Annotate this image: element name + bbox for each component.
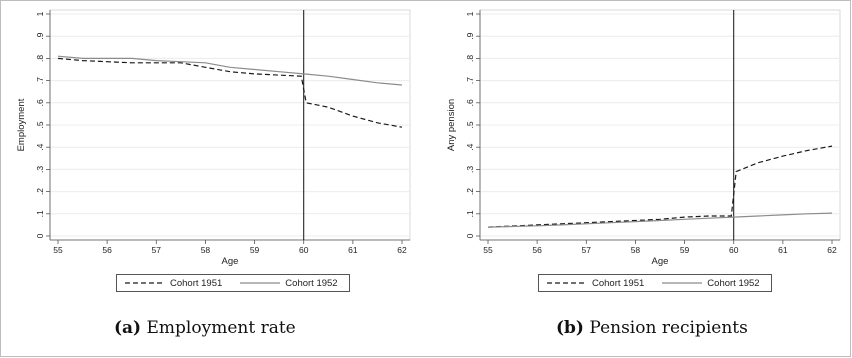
caption-b-text: Pension recipients xyxy=(589,318,748,338)
legend-label-cohort-1952: Cohort 1952 xyxy=(285,277,338,289)
legend-label-cohort-1952: Cohort 1952 xyxy=(707,277,760,289)
caption-a: (a) Employment rate xyxy=(114,318,296,338)
y-tick-label: .6 xyxy=(35,99,45,106)
y-tick-label: .2 xyxy=(465,188,475,195)
solid-line-swatch xyxy=(240,282,281,284)
x-tick-label: 62 xyxy=(827,245,837,255)
y-tick-label: .1 xyxy=(465,210,475,217)
panel-pension: 0 .1 .2 .3 .4 .5 .6 .7 .8 .9 1 55 56 57 58 59 60 61 62 Age A… xyxy=(430,0,850,300)
x-tick-label: 59 xyxy=(250,245,260,255)
y-tick-label: .9 xyxy=(35,32,45,39)
caption-b-tag: (b) xyxy=(556,318,584,338)
solid-line-swatch xyxy=(662,282,703,284)
series-line-cohort-1952 xyxy=(487,212,833,228)
legend-pension: Cohort 1951 Cohort 1952 xyxy=(538,274,772,292)
y-tick-label: .9 xyxy=(465,32,475,39)
legend-item-cohort-1951: Cohort 1951 xyxy=(547,278,644,289)
legend-label-cohort-1951: Cohort 1951 xyxy=(592,277,645,289)
dashed-line-swatch xyxy=(547,282,587,284)
y-axis-label: Employment xyxy=(16,98,27,151)
y-tick-label: .5 xyxy=(465,121,475,128)
legend-item-cohort-1952: Cohort 1952 xyxy=(662,277,760,289)
caption-a-text: Employment rate xyxy=(146,318,296,338)
x-tick-label: 57 xyxy=(152,245,162,255)
y-tick-label: .3 xyxy=(35,166,45,173)
legend-item-cohort-1951: Cohort 1951 xyxy=(125,278,222,289)
y-tick-label: .4 xyxy=(465,143,475,150)
x-tick-label: 55 xyxy=(483,245,493,255)
y-tick-label: .7 xyxy=(35,77,45,84)
series-line-cohort-1951 xyxy=(57,57,403,128)
y-tick-label: .6 xyxy=(465,99,475,106)
caption-a-tag: (a) xyxy=(114,318,142,338)
x-tick-label: 57 xyxy=(582,245,592,255)
y-tick-label: .4 xyxy=(35,143,45,150)
legend-label-cohort-1951: Cohort 1951 xyxy=(170,277,223,289)
x-tick-label: 58 xyxy=(631,245,641,255)
y-axis-label: Any pension xyxy=(446,99,457,151)
series-line-cohort-1952 xyxy=(57,55,403,86)
x-tick-label: 60 xyxy=(299,245,309,255)
y-tick-label: 1 xyxy=(465,11,475,16)
pension-chart: 0 .1 .2 .3 .4 .5 .6 .7 .8 .9 1 55 56 57 58 59 60 61 62 Age A… xyxy=(446,9,841,267)
y-tick-label: .2 xyxy=(35,188,45,195)
legend-item-cohort-1952: Cohort 1952 xyxy=(240,277,338,289)
y-tick-label: .3 xyxy=(465,166,475,173)
employment-chart: 0 .1 .2 .3 .4 .5 .6 .7 .8 .9 1 55 56 57 58 59 60 61 62 Age E… xyxy=(16,9,411,267)
x-tick-label: 60 xyxy=(729,245,739,255)
x-tick-label: 62 xyxy=(397,245,407,255)
y-tick-label: .8 xyxy=(35,55,45,62)
x-tick-label: 56 xyxy=(532,245,542,255)
x-tick-label: 55 xyxy=(53,245,63,255)
panel-employment: 0 .1 .2 .3 .4 .5 .6 .7 .8 .9 1 55 56 57 58 59 60 61 62 Age E… xyxy=(0,0,420,300)
dashed-line-swatch xyxy=(125,282,165,284)
x-tick-label: 59 xyxy=(680,245,690,255)
x-tick-label: 61 xyxy=(778,245,788,255)
x-tick-label: 61 xyxy=(348,245,358,255)
y-tick-label: 0 xyxy=(465,233,475,238)
y-tick-label: .8 xyxy=(465,55,475,62)
y-tick-label: .7 xyxy=(465,77,475,84)
x-tick-label: 56 xyxy=(102,245,112,255)
series-line-cohort-1951 xyxy=(487,145,833,228)
x-axis-label: Age xyxy=(652,256,669,267)
y-tick-label: 1 xyxy=(35,11,45,16)
y-tick-label: .1 xyxy=(35,210,45,217)
x-tick-label: 58 xyxy=(201,245,211,255)
caption-b: (b) Pension recipients xyxy=(556,318,748,338)
x-axis-label: Age xyxy=(222,256,239,267)
legend-employment: Cohort 1951 Cohort 1952 xyxy=(116,274,350,292)
y-tick-label: 0 xyxy=(35,233,45,238)
y-tick-label: .5 xyxy=(35,121,45,128)
